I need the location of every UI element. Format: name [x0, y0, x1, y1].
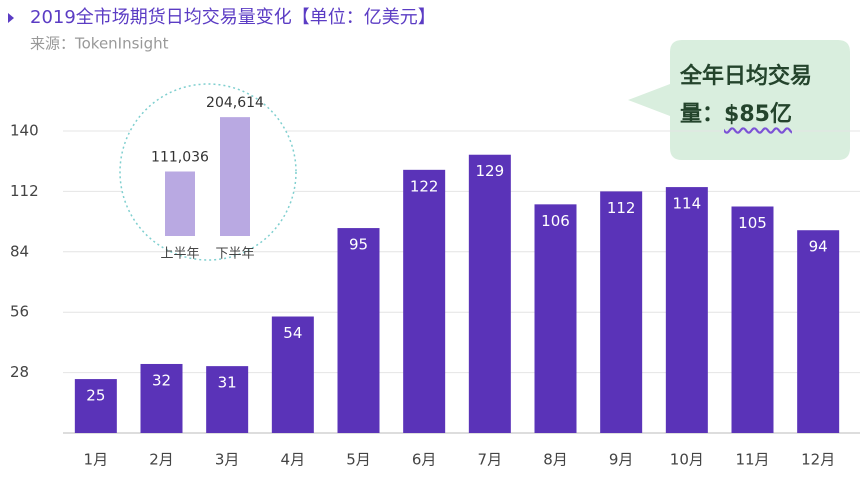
x-tick-label: 10月: [670, 451, 704, 469]
chart-title: 2019全市场期货日均交易量变化【单位：亿美元】: [30, 7, 436, 28]
callout-value: $85亿: [724, 102, 792, 127]
callout-bubble: [628, 40, 850, 160]
x-tick-label: 6月: [412, 451, 437, 469]
x-tick-label: 8月: [543, 451, 568, 469]
callout-text: 全年日均交易量：$85亿: [680, 58, 840, 134]
x-tick-label: 7月: [478, 451, 503, 469]
bar: [731, 206, 774, 433]
bar: [74, 379, 117, 433]
inset-x-label: 下半年: [215, 247, 254, 262]
value-label: 95: [349, 236, 368, 254]
bar: [165, 171, 195, 236]
value-label: 105: [738, 214, 767, 232]
value-label: 32: [152, 371, 171, 389]
value-label: 129: [476, 162, 505, 180]
y-tick-label: 140: [10, 122, 39, 140]
title-marker: [8, 13, 14, 23]
inset-circle: [119, 83, 297, 261]
x-tick-label: 1月: [84, 451, 109, 469]
bar: [220, 117, 250, 236]
value-label: 106: [541, 212, 570, 230]
inset-x-label: 上半年: [160, 247, 199, 262]
bar: [337, 228, 380, 433]
value-label: 25: [86, 387, 105, 405]
x-tick-label: 11月: [735, 451, 769, 469]
y-tick-label: 84: [10, 242, 29, 260]
value-label: 54: [283, 324, 302, 342]
x-tick-label: 2月: [149, 451, 174, 469]
callout-label: 全年日均交易量：: [680, 64, 813, 127]
value-label: 204,614: [206, 95, 264, 111]
bar: [140, 363, 183, 433]
value-label: 122: [410, 177, 439, 195]
x-tick-label: 9月: [609, 451, 634, 469]
value-label: 94: [809, 238, 828, 256]
x-tick-label: 3月: [215, 451, 240, 469]
x-tick-label: 4月: [281, 451, 306, 469]
value-label: 111,036: [151, 149, 209, 165]
value-label: 112: [607, 199, 636, 217]
bar: [271, 316, 314, 433]
value-label: 114: [673, 195, 702, 213]
x-tick-label: 5月: [346, 451, 371, 469]
bar: [797, 230, 840, 433]
chart-subtitle: 来源：TokenInsight: [30, 35, 169, 53]
bar: [206, 366, 249, 433]
bar: [665, 187, 708, 433]
y-tick-label: 56: [10, 303, 29, 321]
bar: [534, 204, 577, 433]
value-label: 31: [218, 374, 237, 392]
y-tick-label: 112: [10, 182, 39, 200]
bar: [468, 154, 511, 433]
bar: [600, 191, 643, 433]
x-tick-label: 12月: [801, 451, 835, 469]
bar: [403, 169, 446, 434]
y-tick-label: 28: [10, 363, 29, 381]
